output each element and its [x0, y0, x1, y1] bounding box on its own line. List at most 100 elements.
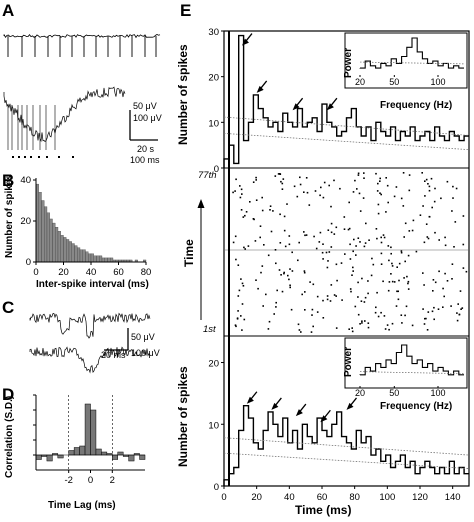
- b-xtick-label-1: 20: [58, 267, 69, 278]
- ins1-xtick-label-2: 100: [430, 77, 445, 87]
- corr-bar-7: [73, 447, 80, 456]
- raster-dot: [327, 229, 330, 231]
- isi-bar-14: [74, 245, 78, 263]
- raster-dot: [379, 180, 381, 182]
- raster-dot: [425, 178, 428, 181]
- raster-dot: [244, 214, 246, 217]
- raster-dot: [361, 320, 363, 322]
- raster-dot: [287, 274, 289, 277]
- raster-dot: [343, 216, 346, 218]
- e2-histogram-line: [223, 405, 469, 486]
- raster-dot: [312, 283, 315, 286]
- raster-dot: [312, 325, 314, 328]
- raster-dot: [318, 241, 321, 243]
- raster-dot: [361, 277, 363, 280]
- e1-ytick-label-1: 10: [208, 118, 219, 129]
- raster-dot: [388, 328, 390, 331]
- raster-dot: [456, 312, 458, 314]
- trace-c1-line: [29, 312, 151, 339]
- raster-dot: [303, 231, 305, 233]
- raster-dot: [235, 258, 237, 261]
- arrow-head-bot-2: [295, 409, 303, 417]
- raster-dot: [335, 263, 338, 266]
- panel-b-xlabel: Inter-spike interval (ms): [36, 279, 149, 290]
- raster-dot: [407, 282, 409, 285]
- raster-dot: [403, 277, 405, 279]
- trace-c2-line: [29, 346, 151, 374]
- raster-dot: [286, 203, 288, 205]
- raster-dot: [349, 243, 351, 246]
- scale-c-t1: 20 ms: [101, 350, 126, 360]
- raster-dot: [255, 179, 257, 181]
- raster-dot: [330, 222, 333, 225]
- raster-dot: [422, 308, 424, 310]
- raster-dot: [272, 210, 274, 212]
- raster-dot: [376, 291, 378, 294]
- b-xtick-label-3: 60: [113, 267, 124, 278]
- raster-dot: [320, 186, 322, 189]
- e2-lower-bound: [223, 452, 470, 470]
- raster-dot: [396, 266, 398, 268]
- corr-bar-19: [139, 454, 146, 460]
- scale-a-v2: 100 μV: [133, 113, 162, 123]
- raster-dot: [357, 296, 359, 298]
- raster-dot: [375, 172, 377, 175]
- raster-dot: [395, 305, 398, 307]
- raster-dot: [363, 301, 366, 303]
- raster-dot: [291, 270, 294, 272]
- raster-dot: [357, 313, 360, 316]
- raster-dot: [411, 324, 414, 327]
- raster-dot: [240, 278, 242, 280]
- ins1-xtick-label-0: 20: [355, 77, 365, 87]
- raster-dot: [433, 306, 435, 309]
- raster-dot: [379, 192, 381, 194]
- panel-e-time-arrowhead: [197, 199, 205, 208]
- raster-dot: [357, 237, 360, 239]
- raster-dot: [387, 201, 389, 204]
- corr-bar-8: [79, 445, 86, 456]
- raster-dot: [412, 219, 415, 222]
- raster-dot: [322, 243, 324, 245]
- raster-dot: [259, 236, 261, 239]
- e2-ytick-label-2: 20: [208, 359, 219, 370]
- arrow-head-bot-1: [271, 402, 279, 410]
- scale-a-v1: 50 μV: [133, 101, 157, 111]
- raster-dot: [354, 179, 356, 182]
- corr-bar-2: [46, 454, 53, 462]
- e1-ytick-label-2: 20: [208, 73, 219, 84]
- panel-e-top-insert: Power Frequency (Hz) 20 50 100: [343, 32, 468, 111]
- raster-dot: [242, 285, 245, 287]
- raster-dot: [288, 278, 290, 281]
- spike-marker-6: [58, 156, 60, 158]
- panel-d-xlabel: Time Lag (ms): [48, 500, 116, 511]
- raster-dot: [330, 246, 333, 248]
- raster-dot: [393, 195, 396, 198]
- isi-bar-15: [77, 247, 81, 263]
- raster-dot: [364, 242, 367, 244]
- raster-dot: [313, 235, 315, 238]
- raster-dot: [371, 257, 373, 260]
- raster-dot: [380, 193, 382, 196]
- raster-dot: [432, 279, 435, 281]
- raster-dot: [400, 251, 403, 254]
- raster-dot: [401, 322, 403, 324]
- raster-dot: [308, 204, 311, 206]
- panel-d-correlogram: -2 0 2 Time Lag (ms) Correlation (S.D.): [4, 394, 146, 511]
- raster-dot: [376, 237, 378, 240]
- raster-dot: [343, 228, 346, 230]
- raster-dot: [267, 328, 270, 330]
- panel-d-bars: [35, 395, 146, 470]
- raster-dot: [237, 310, 239, 312]
- arrow-head-top-3: [326, 103, 334, 111]
- raster-dot: [391, 280, 394, 283]
- raster-dot: [465, 270, 468, 273]
- raster-dot: [438, 270, 440, 273]
- raster-dot: [316, 295, 319, 298]
- spike-marker-2: [24, 156, 26, 158]
- panel-e-time-label: Time: [182, 239, 196, 267]
- raster-dot: [397, 298, 400, 301]
- raster-dot: [426, 329, 429, 331]
- panel-e-bottom-histogram: [223, 405, 470, 486]
- arrow-head-bot-4: [346, 402, 354, 410]
- raster-dot: [424, 317, 426, 320]
